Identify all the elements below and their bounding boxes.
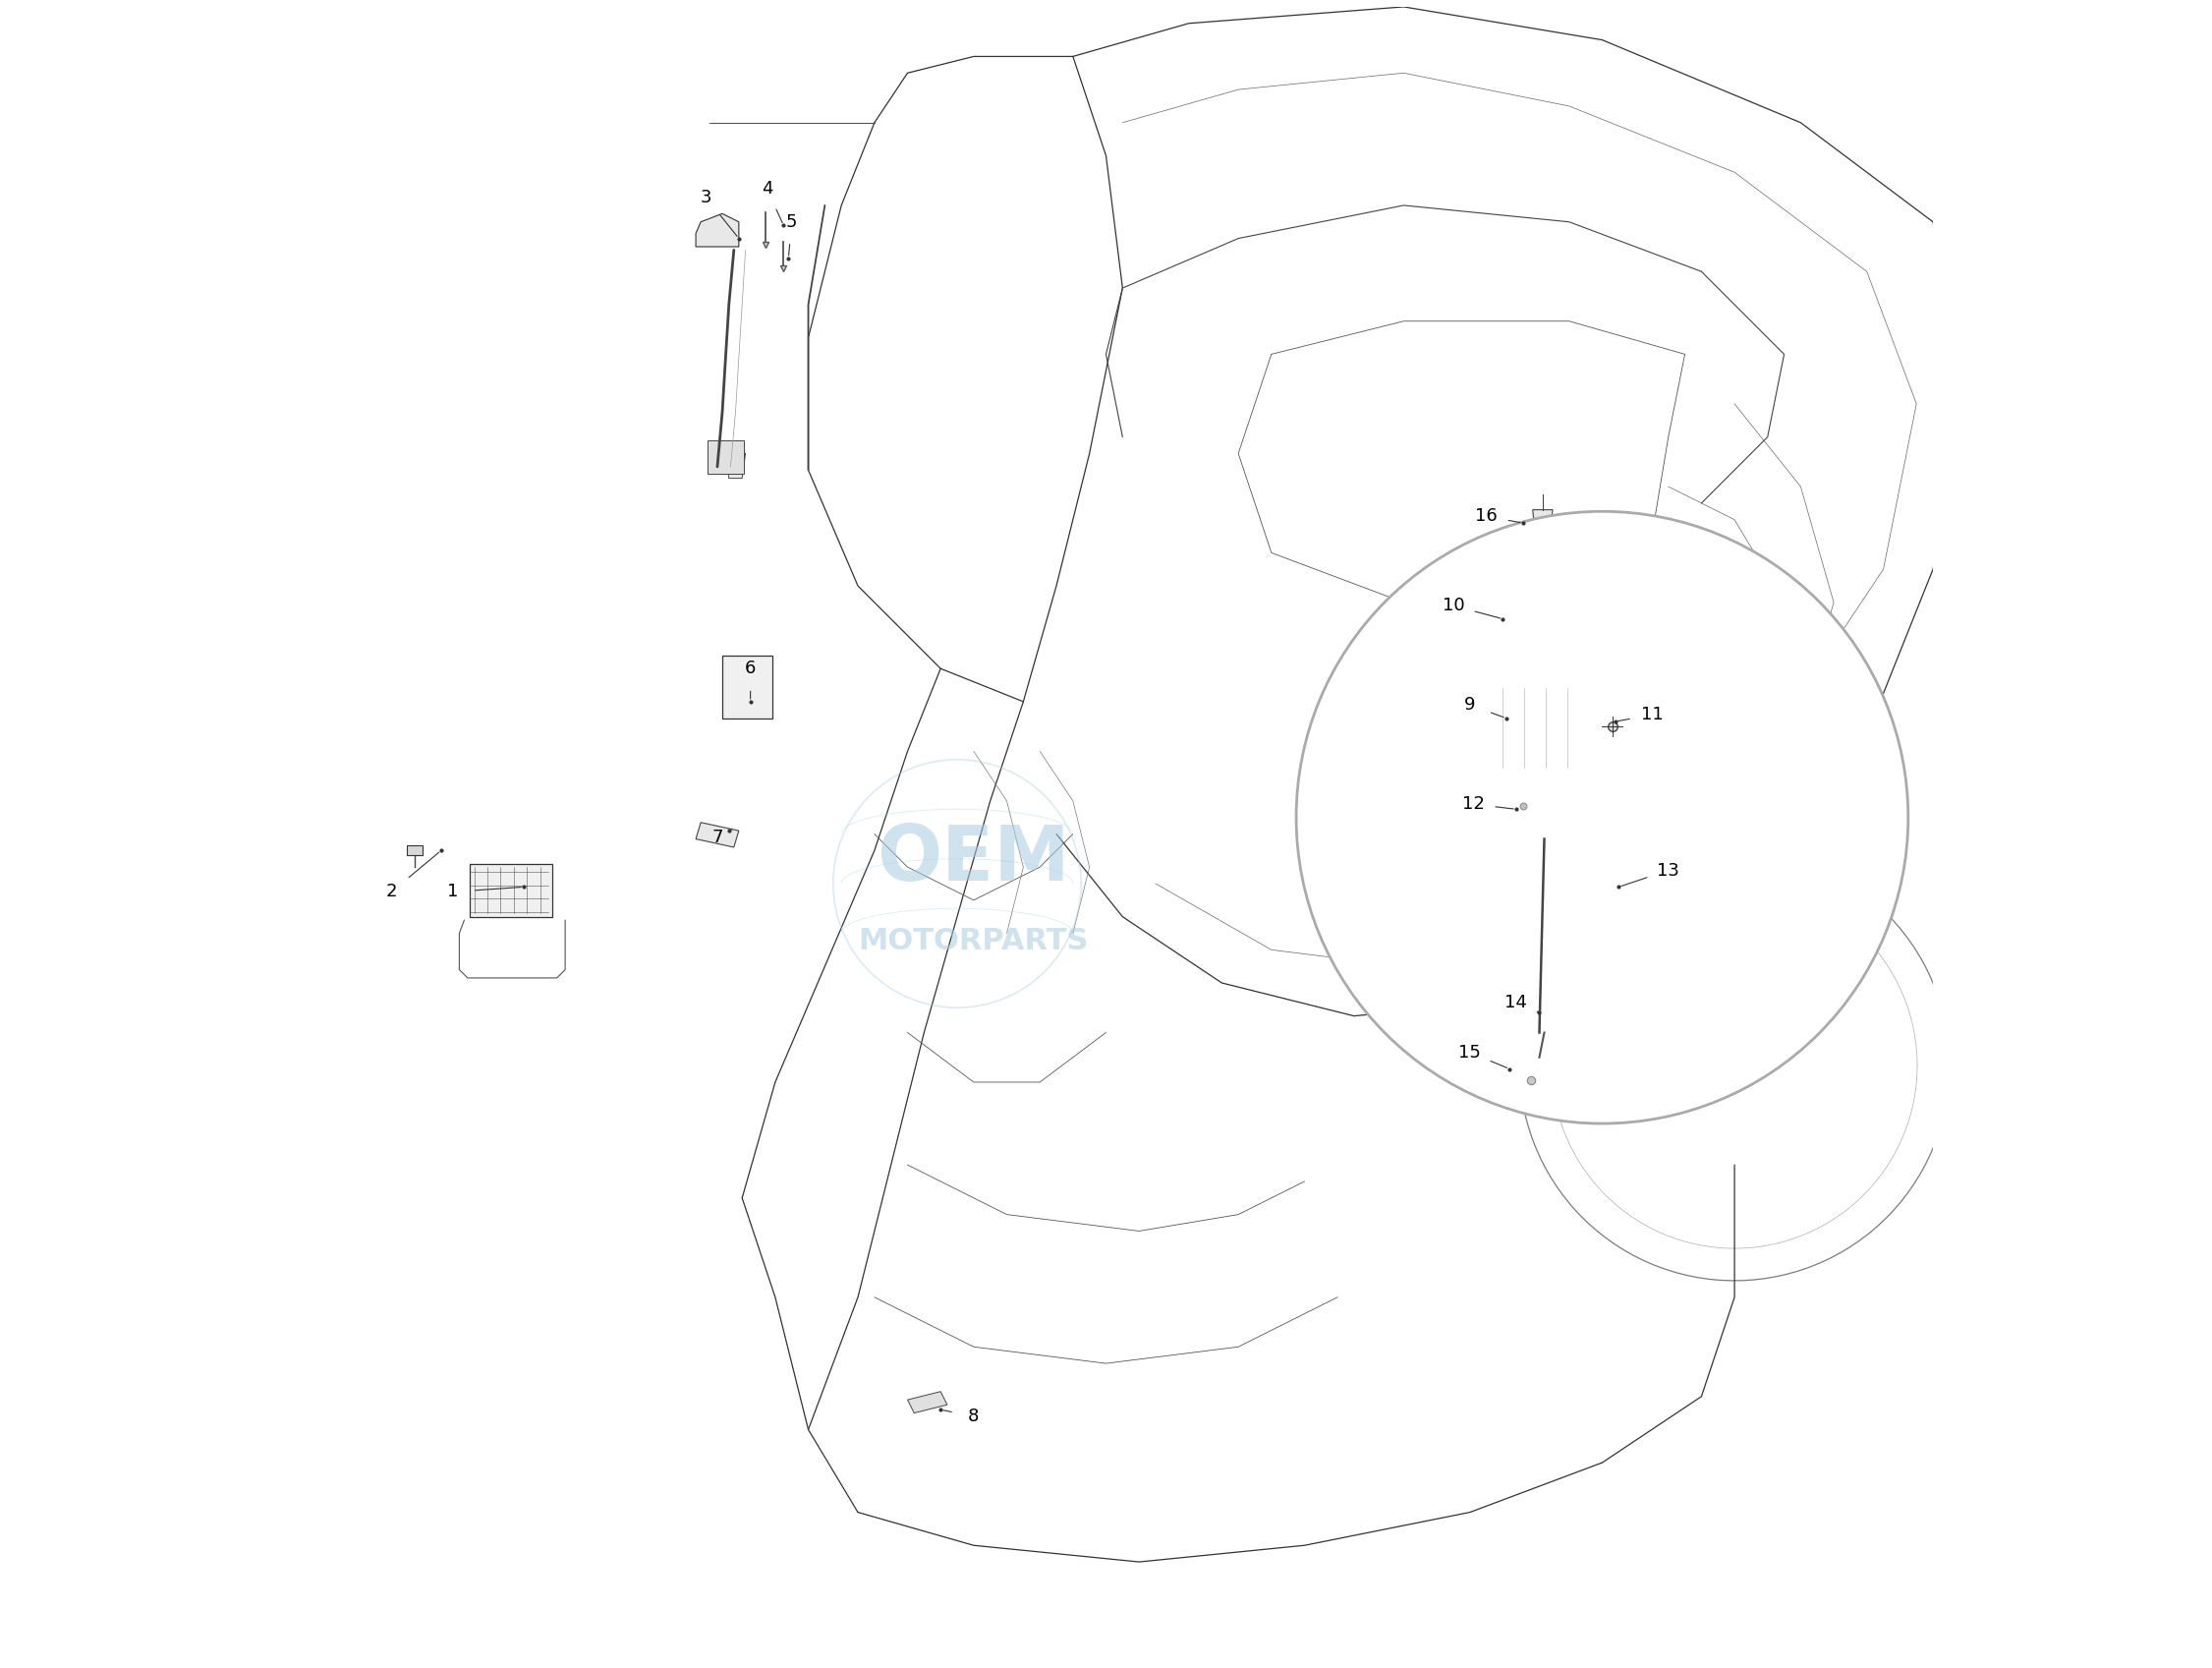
Text: 16: 16 (1475, 507, 1498, 525)
Text: 15: 15 (1458, 1044, 1482, 1061)
Polygon shape (1482, 594, 1526, 652)
Text: 13: 13 (1657, 862, 1679, 879)
Polygon shape (708, 440, 743, 474)
Text: 9: 9 (1464, 696, 1475, 714)
Text: 4: 4 (761, 180, 772, 197)
Text: 14: 14 (1504, 994, 1528, 1011)
Polygon shape (1502, 1061, 1559, 1099)
Text: 6: 6 (745, 661, 757, 677)
Text: 10: 10 (1442, 597, 1464, 614)
Text: 5: 5 (785, 214, 796, 230)
Polygon shape (697, 214, 739, 247)
Circle shape (1296, 512, 1909, 1124)
Polygon shape (1498, 686, 1588, 771)
Polygon shape (469, 864, 553, 917)
Text: 11: 11 (1641, 706, 1663, 724)
Polygon shape (726, 454, 745, 479)
Polygon shape (407, 846, 422, 856)
Text: OEM: OEM (878, 821, 1071, 896)
Text: 2: 2 (385, 882, 398, 901)
Polygon shape (723, 656, 772, 719)
Text: 12: 12 (1462, 796, 1484, 812)
Text: 3: 3 (699, 188, 712, 205)
Text: 7: 7 (712, 829, 723, 846)
Polygon shape (1533, 510, 1553, 544)
Text: MOTORPARTS: MOTORPARTS (858, 927, 1088, 956)
Polygon shape (697, 822, 739, 847)
Polygon shape (1528, 1024, 1553, 1041)
Text: 8: 8 (969, 1408, 980, 1424)
Text: 1: 1 (447, 882, 458, 901)
Polygon shape (907, 1391, 947, 1413)
Polygon shape (1513, 772, 1533, 837)
